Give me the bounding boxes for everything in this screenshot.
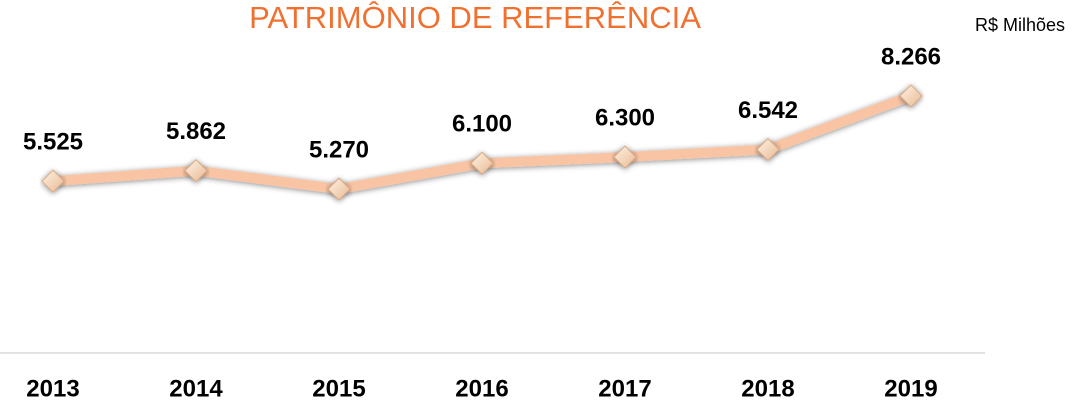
marker (41, 169, 65, 193)
data-label: 6.100 (452, 111, 512, 138)
x-tick-label: 2015 (312, 375, 365, 402)
marker (756, 137, 780, 162)
x-tick-label: 2013 (26, 375, 79, 402)
chart-title: PATRIMÔNIO DE REFERÊNCIA (249, 0, 701, 35)
x-tick-label: 2016 (455, 375, 508, 402)
data-label: 5.270 (309, 136, 369, 163)
data-label: 8.266 (881, 43, 941, 70)
unit-label: R$ Milhões (975, 15, 1065, 35)
x-tick-label: 2019 (884, 375, 937, 402)
marker (899, 84, 923, 108)
x-tick-label: 2017 (598, 375, 651, 402)
data-label: 6.300 (595, 104, 655, 131)
marker (327, 177, 351, 201)
x-tick-label: 2018 (741, 375, 794, 402)
data-label: 6.542 (738, 97, 798, 124)
marker (613, 145, 637, 169)
data-label: 5.525 (23, 129, 83, 156)
marker (184, 158, 208, 183)
marker (470, 151, 494, 175)
x-tick-label: 2014 (169, 375, 223, 402)
data-label: 5.862 (166, 118, 226, 145)
